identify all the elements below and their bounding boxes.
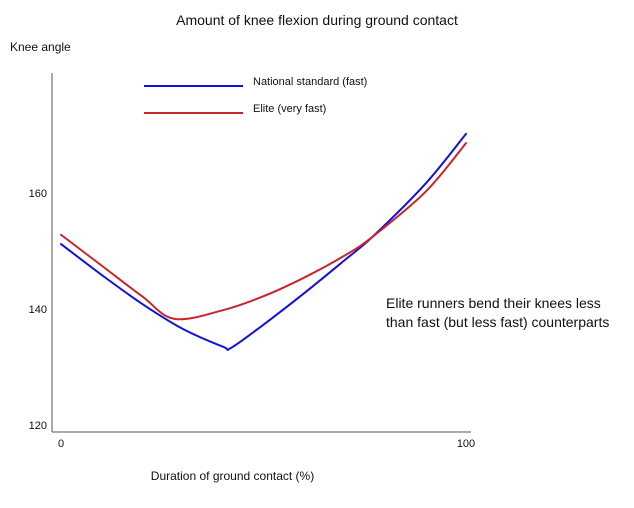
series-line-2: [60, 142, 467, 321]
y-tick-label: 120: [29, 420, 47, 432]
x-tick-label: 100: [457, 438, 475, 450]
chart-annotation: Elite runners bend their knees less than…: [386, 295, 610, 330]
series-lines: [60, 132, 467, 351]
x-tick-label: 0: [58, 438, 64, 450]
x-axis-label: Duration of ground contact (%): [150, 469, 315, 483]
legend-label: Elite (very fast): [253, 103, 326, 115]
chart-title: Amount of knee flexion during ground con…: [176, 12, 458, 28]
y-tick-label: 160: [29, 188, 47, 200]
legend: National standard (fast) Elite (very fast…: [144, 76, 367, 115]
y-tick-label: 140: [29, 304, 47, 316]
axis-tick-labels: 120 140 160 0 100: [29, 188, 476, 450]
series-line-1: [60, 132, 467, 351]
legend-label: National standard (fast): [253, 76, 367, 88]
y-axis-label: Knee angle: [10, 40, 71, 54]
